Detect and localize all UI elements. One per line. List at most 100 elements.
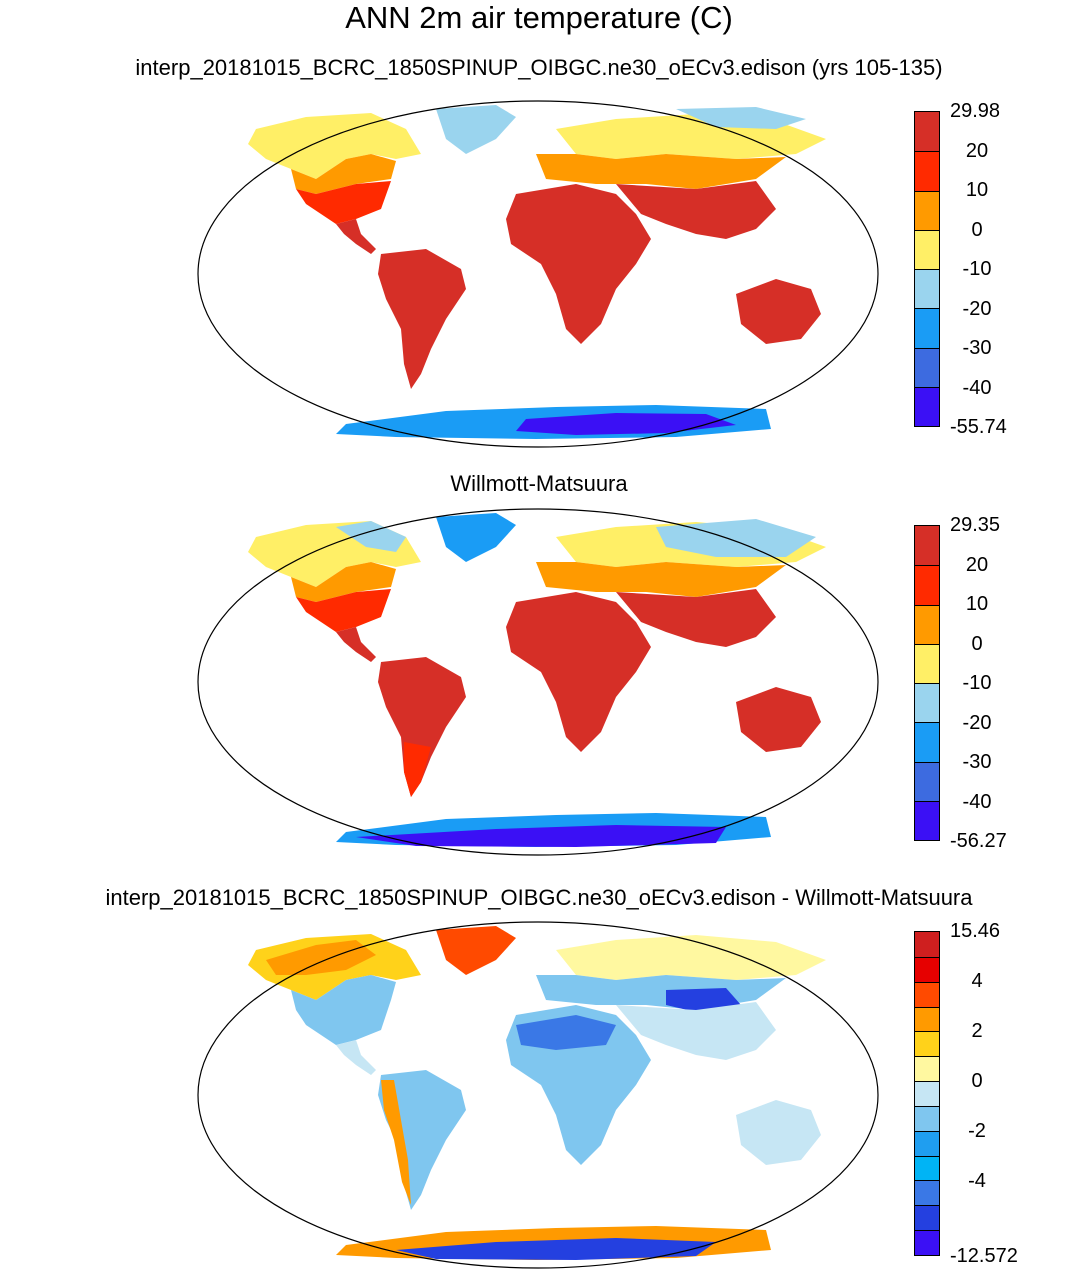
figure-title: ANN 2m air temperature (C): [345, 0, 733, 35]
asia-south: [616, 1002, 776, 1060]
south-america-region: [378, 249, 466, 389]
north-america-cold: [336, 521, 406, 552]
eurasia-north: [556, 935, 826, 980]
colorbar-swatch: [915, 643, 939, 683]
north-america-south: [296, 181, 391, 224]
colorbar-label: -10: [962, 258, 992, 280]
colorbar-label: -40: [962, 376, 992, 399]
colorbar-label: -56.27: [950, 830, 1007, 852]
colorbar-swatch: [915, 722, 939, 762]
colorbar-swatch: [915, 229, 939, 269]
colorbar-label: 20: [965, 553, 989, 576]
panel-2-map: [197, 508, 879, 856]
colorbar-label: 4: [971, 970, 983, 992]
colorbar-label: -30: [962, 337, 992, 359]
colorbar-swatch: [915, 269, 939, 309]
antarctica-interior: [396, 1238, 716, 1260]
colorbar-swatch: [915, 1105, 939, 1131]
colorbar-swatch: [915, 1081, 939, 1106]
colorbar-label: 10: [965, 179, 989, 201]
central-america: [336, 1040, 376, 1075]
colorbar-swatch: [915, 604, 939, 644]
colorbar-swatch: [915, 151, 939, 191]
colorbar-label: -30: [962, 751, 992, 773]
panel-2-land: [248, 513, 826, 847]
asia-south: [616, 181, 776, 239]
asia-south: [616, 589, 776, 647]
colorbar-label: 2: [971, 1020, 983, 1042]
panel-2-subtitle: Willmott-Matsuura: [450, 471, 628, 496]
australia-region: [736, 687, 821, 752]
colorbar-label: 20: [965, 139, 989, 162]
panel-3-land: [248, 926, 826, 1260]
eurasia-mid: [536, 562, 786, 597]
panel-1-land: [248, 105, 826, 439]
central-america: [336, 627, 376, 662]
greenland-region: [436, 105, 516, 154]
colorbar-swatch: [915, 981, 939, 1007]
colorbar-label: -20: [962, 297, 992, 320]
colorbar-label: -20: [962, 711, 992, 734]
panel-3-map-border: [197, 921, 879, 1269]
colorbar-swatch: [915, 308, 939, 348]
australia-region: [736, 1100, 821, 1165]
colorbar-label: 0: [971, 218, 983, 241]
siberia-cold: [676, 107, 806, 129]
south-america-region: [378, 657, 466, 797]
colorbar-swatch: [915, 190, 939, 230]
panel-1-colorbar: [914, 111, 940, 427]
north-america-warm: [266, 940, 376, 975]
panel-3-colorbar: [914, 931, 940, 1256]
colorbar-swatch: [915, 683, 939, 723]
colorbar-label: -2: [968, 1120, 986, 1142]
africa-region: [506, 592, 651, 752]
colorbar-swatch: [915, 1006, 939, 1032]
north-america-region: [248, 113, 421, 179]
north-america-cool: [291, 975, 396, 1045]
colorbar-label: -4: [968, 1170, 986, 1192]
colorbar-swatch: [915, 1155, 939, 1181]
sahara-cold: [516, 1015, 616, 1050]
central-asia-cold: [666, 988, 741, 1012]
north-america-mid: [291, 562, 396, 602]
colorbar-label: 0: [971, 1070, 983, 1092]
colorbar-swatch: [915, 956, 939, 982]
colorbar-label: 29.35: [950, 514, 1001, 536]
colorbar-swatch: [915, 112, 939, 152]
colorbar-label: -10: [962, 672, 992, 694]
panel-2-colorbar: [914, 525, 940, 841]
eurasia-mid: [536, 154, 786, 189]
colorbar-swatch: [915, 1056, 939, 1082]
colorbar-swatch: [915, 932, 939, 957]
colorbar-swatch: [915, 761, 939, 801]
colorbar-label: 29.98: [950, 100, 1001, 122]
australia-region: [736, 279, 821, 344]
panel-1-map-border: [197, 100, 879, 448]
panel-3-subtitle: interp_20181015_BCRC_1850SPINUP_OIBGC.ne…: [105, 885, 973, 910]
colorbar-swatch: [915, 526, 939, 566]
south-america-south: [404, 742, 431, 797]
greenland-region: [436, 513, 516, 562]
colorbar-swatch: [915, 1230, 939, 1255]
colorbar-swatch: [915, 565, 939, 605]
central-america: [336, 219, 376, 254]
antarctica-interior: [516, 413, 736, 435]
colorbar-label: -12.572: [950, 1245, 1018, 1267]
colorbar-label: -55.74: [950, 416, 1007, 438]
colorbar-swatch: [915, 1180, 939, 1206]
colorbar-swatch: [915, 1205, 939, 1231]
colorbar-swatch: [915, 386, 939, 426]
panel-1-subtitle: interp_20181015_BCRC_1850SPINUP_OIBGC.ne…: [135, 55, 943, 80]
colorbar-label: -40: [962, 790, 992, 813]
colorbar-swatch: [915, 1031, 939, 1057]
panel-3-map: [197, 921, 879, 1269]
south-america-region: [378, 1070, 466, 1210]
north-america-mid: [291, 154, 396, 194]
north-america-south: [296, 589, 391, 632]
colorbar-swatch: [915, 800, 939, 840]
colorbar-swatch: [915, 347, 939, 387]
antarctica-interior: [356, 825, 726, 847]
colorbar-swatch: [915, 1130, 939, 1156]
colorbar-label: 0: [971, 632, 983, 655]
colorbar-label: 10: [965, 593, 989, 615]
